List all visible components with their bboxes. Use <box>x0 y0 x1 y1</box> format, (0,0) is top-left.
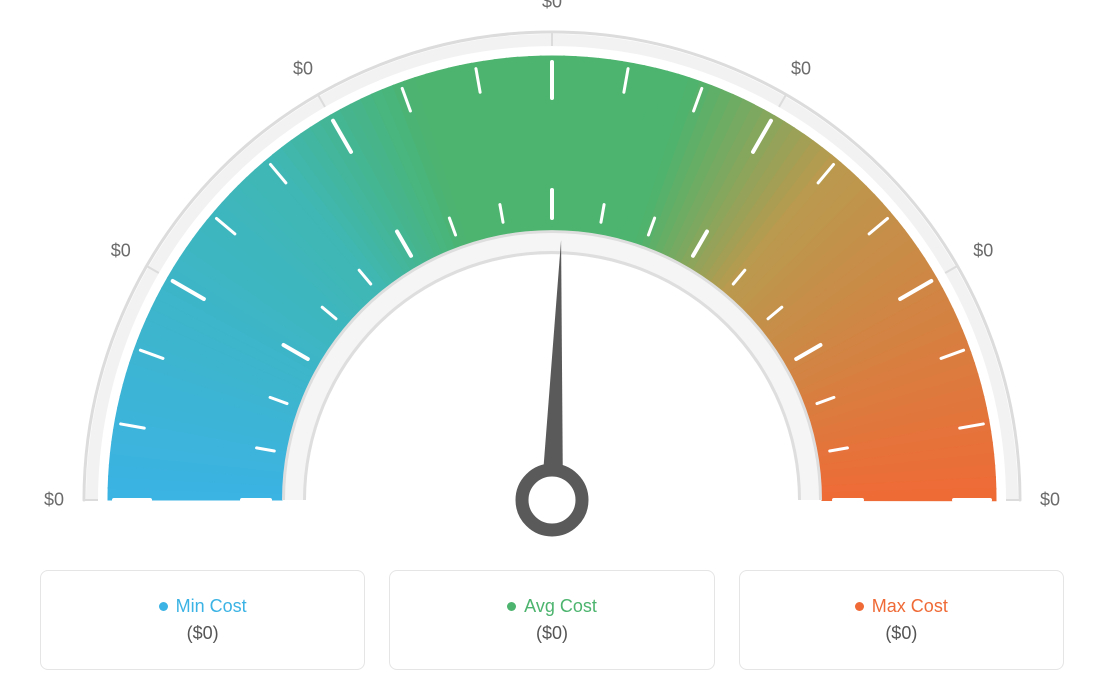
gauge-tick-label: $0 <box>44 490 64 511</box>
legend-value-avg: ($0) <box>536 623 568 644</box>
legend-label-avg: Avg Cost <box>524 596 597 617</box>
legend-value-min: ($0) <box>187 623 219 644</box>
legend-title-avg: Avg Cost <box>507 596 597 617</box>
legend-card-min: Min Cost ($0) <box>40 570 365 670</box>
legend-card-max: Max Cost ($0) <box>739 570 1064 670</box>
gauge-svg <box>0 0 1104 560</box>
legend-value-max: ($0) <box>885 623 917 644</box>
legend-dot-max <box>855 602 864 611</box>
legend-dot-min <box>159 602 168 611</box>
legend-title-max: Max Cost <box>855 596 948 617</box>
gauge-tick-label: $0 <box>791 58 811 79</box>
legend-label-min: Min Cost <box>176 596 247 617</box>
gauge-tick-label: $0 <box>542 0 562 13</box>
gauge-tick-label: $0 <box>293 58 313 79</box>
gauge-tick-label: $0 <box>1040 490 1060 511</box>
cost-gauge-container: $0 $0 $0 $0 $0 $0 $0 Min Cost ($0) Avg Cost ($… <box>0 0 1104 690</box>
gauge-chart: $0 $0 $0 $0 $0 $0 $0 <box>0 0 1104 560</box>
legend-title-min: Min Cost <box>159 596 247 617</box>
gauge-tick-label: $0 <box>973 241 993 262</box>
legend-row: Min Cost ($0) Avg Cost ($0) Max Cost ($0… <box>0 570 1104 690</box>
legend-card-avg: Avg Cost ($0) <box>389 570 714 670</box>
legend-dot-avg <box>507 602 516 611</box>
gauge-tick-label: $0 <box>111 241 131 262</box>
legend-label-max: Max Cost <box>872 596 948 617</box>
